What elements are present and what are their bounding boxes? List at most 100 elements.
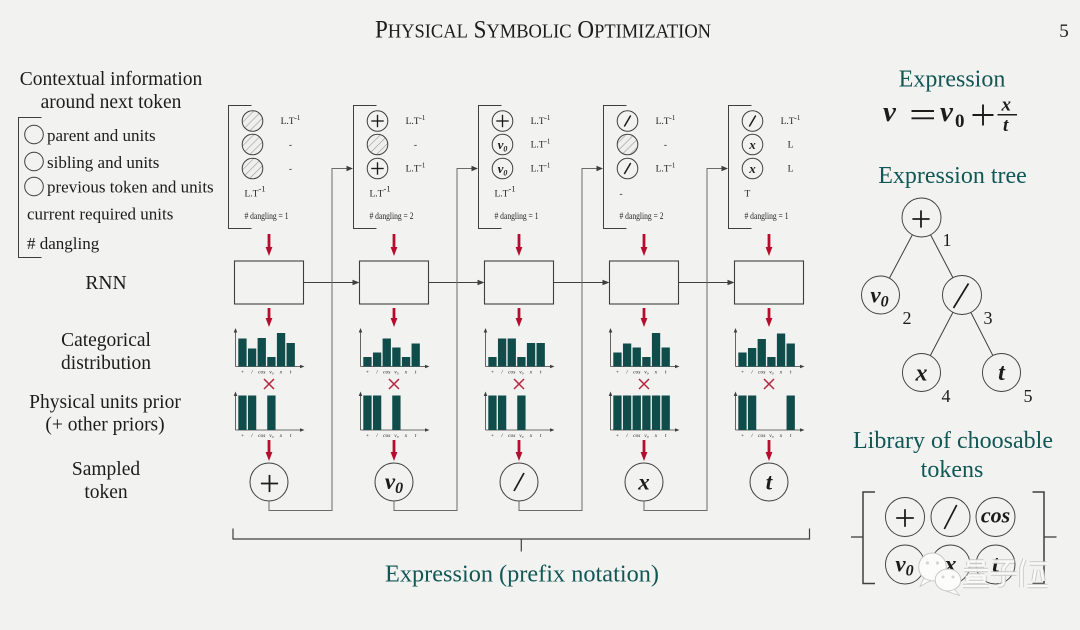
svg-text:cos: cos (508, 369, 515, 375)
svg-text:Categorical: Categorical (61, 330, 151, 351)
svg-text:cos: cos (508, 433, 515, 439)
svg-text:previous token and units: previous token and units (47, 178, 214, 197)
svg-text:v0: v0 (769, 433, 773, 439)
svg-text:# dangling: # dangling (27, 234, 100, 253)
svg-text:t: t (790, 433, 792, 439)
svg-text:x: x (404, 369, 408, 375)
svg-text:+: + (241, 433, 245, 439)
svg-text:-: - (414, 141, 417, 151)
svg-text:v0: v0 (769, 369, 773, 375)
svg-text:around next token: around next token (41, 92, 182, 113)
svg-text:cos: cos (981, 503, 1010, 528)
svg-text:x: x (279, 433, 283, 439)
svg-text:x: x (529, 433, 533, 439)
svg-text:Sampled: Sampled (72, 459, 140, 480)
svg-text:x: x (404, 433, 408, 439)
svg-text:cos: cos (258, 433, 265, 439)
svg-text:t: t (415, 433, 417, 439)
svg-text:L: L (788, 141, 794, 151)
svg-text:+: + (491, 433, 495, 439)
svg-text:/: / (750, 369, 753, 375)
svg-text:sibling and units: sibling and units (47, 153, 159, 172)
svg-text:v0: v0 (644, 433, 648, 439)
svg-text:x: x (748, 161, 756, 176)
svg-text:cos: cos (258, 369, 265, 375)
svg-text:5: 5 (1024, 386, 1033, 406)
svg-text:parent and units: parent and units (47, 126, 156, 145)
svg-text:x: x (748, 137, 756, 152)
svg-text:3: 3 (984, 308, 993, 328)
svg-text:v0: v0 (498, 137, 508, 154)
svg-text:/: / (625, 433, 628, 439)
svg-text:+: + (616, 433, 620, 439)
svg-text:x: x (1001, 95, 1012, 116)
svg-text:v0: v0 (269, 433, 273, 439)
svg-text:cos: cos (383, 369, 390, 375)
svg-text:v0: v0 (394, 433, 398, 439)
svg-text:v: v (883, 96, 897, 128)
svg-text:v0: v0 (644, 369, 648, 375)
svg-text:+: + (366, 369, 370, 375)
svg-text:/: / (375, 433, 378, 439)
svg-text:-: - (289, 141, 292, 151)
svg-text:t: t (998, 360, 1006, 386)
svg-text:-: - (620, 190, 623, 200)
svg-text:token: token (84, 482, 128, 503)
svg-text:+: + (741, 369, 745, 375)
svg-text:T: T (745, 190, 751, 200)
svg-text:Expression: Expression (899, 67, 1006, 93)
svg-text:t: t (1003, 115, 1009, 136)
svg-text:cos: cos (383, 433, 390, 439)
svg-text:cos: cos (633, 369, 640, 375)
svg-text:Library of choosable: Library of choosable (853, 428, 1053, 454)
svg-text:/: / (750, 433, 753, 439)
svg-text:Expression tree: Expression tree (878, 163, 1027, 189)
svg-text:# dangling = 1: # dangling = 1 (745, 212, 789, 222)
svg-text:x: x (279, 369, 283, 375)
svg-text:1: 1 (943, 230, 952, 250)
svg-text:+: + (366, 433, 370, 439)
svg-text:5: 5 (1059, 21, 1069, 42)
svg-text:PHYSICAL SYMBOLIC OPTIMIZATION: PHYSICAL SYMBOLIC OPTIMIZATION (375, 17, 711, 44)
svg-text:+: + (616, 369, 620, 375)
svg-text:/: / (250, 369, 253, 375)
svg-text:current required units: current required units (27, 205, 173, 224)
svg-text:v: v (940, 96, 954, 128)
svg-text:RNN: RNN (85, 273, 126, 294)
svg-text:t: t (290, 433, 292, 439)
svg-text:2: 2 (903, 308, 912, 328)
svg-text:(+ other priors): (+ other priors) (45, 415, 164, 436)
svg-text:x: x (779, 433, 783, 439)
svg-text:# dangling = 2: # dangling = 2 (370, 212, 414, 222)
svg-text:/: / (625, 369, 628, 375)
svg-text:v0: v0 (394, 369, 398, 375)
svg-text:tokens: tokens (921, 457, 984, 483)
svg-text:+: + (741, 433, 745, 439)
svg-text:t: t (540, 369, 542, 375)
svg-text:/: / (500, 369, 503, 375)
svg-text:t: t (540, 433, 542, 439)
svg-text:x: x (654, 433, 658, 439)
svg-text:# dangling = 1: # dangling = 1 (495, 212, 539, 222)
svg-text:/: / (375, 369, 378, 375)
svg-text:x: x (654, 369, 658, 375)
svg-text:Physical units prior: Physical units prior (29, 392, 181, 413)
svg-text:x: x (779, 369, 783, 375)
svg-text:x: x (529, 369, 533, 375)
svg-text:cos: cos (633, 433, 640, 439)
svg-text:+: + (241, 369, 245, 375)
svg-text:cos: cos (758, 369, 765, 375)
svg-text:distribution: distribution (61, 353, 151, 374)
svg-text:x: x (637, 470, 650, 495)
svg-text:L: L (788, 165, 794, 175)
svg-text:t: t (766, 470, 773, 495)
svg-text:-: - (289, 165, 292, 175)
svg-text:t: t (790, 369, 792, 375)
svg-text:+: + (491, 369, 495, 375)
svg-text:# dangling = 1: # dangling = 1 (245, 212, 289, 222)
svg-text:4: 4 (942, 386, 951, 406)
svg-text:v0: v0 (498, 161, 508, 178)
svg-text:v0: v0 (269, 369, 273, 375)
svg-text:t: t (665, 433, 667, 439)
svg-text:t: t (665, 369, 667, 375)
